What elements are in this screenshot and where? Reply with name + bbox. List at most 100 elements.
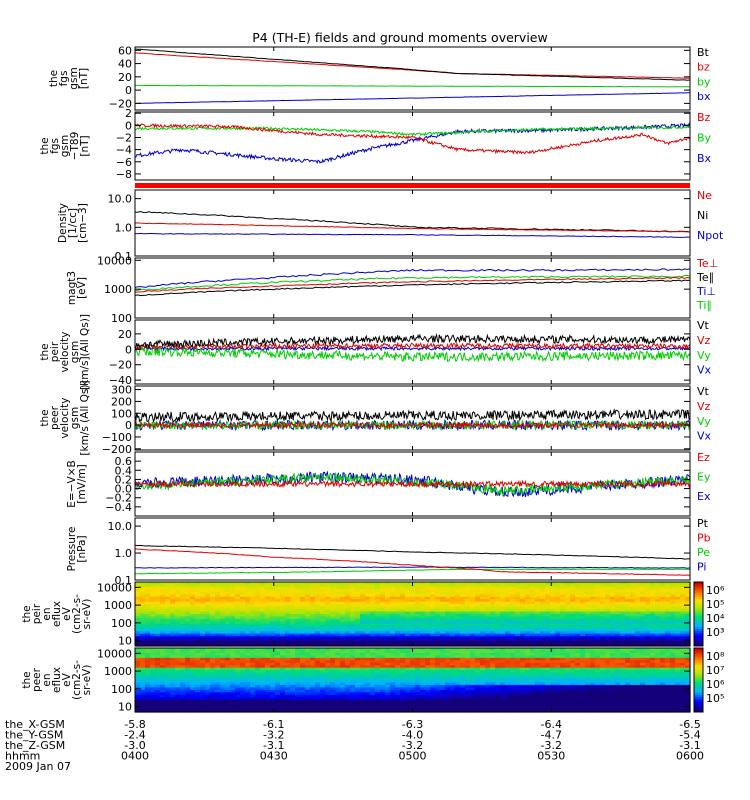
spectrogram-cell xyxy=(285,586,291,590)
spectrogram-cell xyxy=(330,660,336,664)
spectrogram-cell xyxy=(175,623,181,627)
spectrogram-cell xyxy=(455,662,461,666)
spectrogram-cell xyxy=(220,589,226,593)
spectrogram-cell xyxy=(415,667,421,671)
spectrogram-cell xyxy=(485,618,491,622)
spectrogram-cell xyxy=(320,648,326,652)
spectrogram-cell xyxy=(270,589,276,593)
spectrogram-cell xyxy=(235,662,241,666)
spectrogram-cell xyxy=(320,672,326,676)
spectrogram-cell xyxy=(570,594,576,598)
spectrogram-cell xyxy=(625,633,631,637)
spectrogram-cell xyxy=(415,618,421,622)
spectrogram-cell xyxy=(540,641,546,645)
series-line-Vz xyxy=(135,420,690,430)
spectrogram-cell xyxy=(630,618,636,622)
spectrogram-cell xyxy=(365,591,371,595)
spectrogram-cell xyxy=(670,604,676,608)
spectrogram-cell xyxy=(305,707,311,711)
spectrogram-cell xyxy=(225,657,231,661)
spectrogram-cell xyxy=(345,655,351,659)
spectrogram-cell xyxy=(310,709,316,713)
spectrogram-cell xyxy=(560,611,566,615)
spectrogram-cell xyxy=(140,609,146,613)
spectrogram-cell xyxy=(680,594,686,598)
spectrogram-cell xyxy=(285,621,291,625)
spectrogram-cell xyxy=(485,591,491,595)
spectrogram-cell xyxy=(160,599,166,603)
spectrogram-cell xyxy=(425,582,431,586)
spectrogram-cell xyxy=(335,638,341,642)
spectrogram-cell xyxy=(505,633,511,637)
spectrogram-cell xyxy=(200,599,206,603)
spectrogram-cell xyxy=(170,650,176,654)
spectrogram-cell xyxy=(375,636,381,640)
spectrogram-cell xyxy=(225,689,231,693)
colorbar-segment xyxy=(694,582,703,585)
spectrogram-cell xyxy=(160,586,166,590)
spectrogram-cell xyxy=(470,665,476,669)
spectrogram-cell xyxy=(680,643,686,647)
spectrogram-cell xyxy=(315,680,321,684)
spectrogram-cell xyxy=(430,614,436,618)
spectrogram-cell xyxy=(520,604,526,608)
spectrogram-cell xyxy=(670,582,676,586)
spectrogram-cell xyxy=(620,636,626,640)
legend-label-By: By xyxy=(697,132,712,145)
spectrogram-cell xyxy=(480,604,486,608)
spectrogram-cell xyxy=(170,709,176,713)
spectrogram-cell xyxy=(280,689,286,693)
spectrogram-cell xyxy=(215,623,221,627)
spectrogram-cell xyxy=(260,616,266,620)
spectrogram-cell xyxy=(430,699,436,703)
spectrogram-cell xyxy=(350,650,356,654)
spectrogram-cell xyxy=(490,586,496,590)
spectrogram-cell xyxy=(150,650,156,654)
spectrogram-cell xyxy=(535,626,541,630)
y-tick-label: −20 xyxy=(109,359,132,372)
spectrogram-cell xyxy=(320,697,326,701)
spectrogram-cell xyxy=(200,667,206,671)
spectrogram-cell xyxy=(170,584,176,588)
spectrogram-cell xyxy=(630,596,636,600)
spectrogram-cell xyxy=(200,684,206,688)
spectrogram-cell xyxy=(310,662,316,666)
spectrogram-cell xyxy=(260,633,266,637)
spectrogram-cell xyxy=(345,680,351,684)
spectrogram-cell xyxy=(210,707,216,711)
spectrogram-cell xyxy=(265,591,271,595)
spectrogram-cell xyxy=(460,582,466,586)
spectrogram-cell xyxy=(440,599,446,603)
spectrogram-cell xyxy=(490,591,496,595)
spectrogram-cell xyxy=(135,652,141,656)
spectrogram-cell xyxy=(185,684,191,688)
spectrogram-cell xyxy=(600,606,606,610)
spectrogram-cell xyxy=(275,633,281,637)
spectrogram-cell xyxy=(430,611,436,615)
spectrogram-cell xyxy=(515,631,521,635)
spectrogram-cell xyxy=(685,582,691,586)
spectrogram-cell xyxy=(275,604,281,608)
spectrogram-cell xyxy=(640,616,646,620)
spectrogram-cell xyxy=(630,609,636,613)
spectrogram-cell xyxy=(420,611,426,615)
spectrogram-cell xyxy=(435,594,441,598)
spectrogram-cell xyxy=(435,648,441,652)
spectrogram-cell xyxy=(265,609,271,613)
spectrogram-cell xyxy=(210,689,216,693)
colorbar-segment xyxy=(694,592,703,596)
spectrogram-cell xyxy=(395,626,401,630)
spectrogram-cell xyxy=(600,594,606,598)
series-line-Pe xyxy=(135,568,690,575)
spectrogram-cell xyxy=(240,687,246,691)
spectrogram-cell xyxy=(425,643,431,647)
spectrogram-cell xyxy=(245,591,251,595)
spectrogram-cell xyxy=(375,584,381,588)
spectrogram-cell xyxy=(410,694,416,698)
spectrogram-cell xyxy=(395,660,401,664)
spectrogram-cell xyxy=(430,638,436,642)
spectrogram-cell xyxy=(345,660,351,664)
spectrogram-cell xyxy=(155,621,161,625)
spectrogram-cell xyxy=(355,596,361,600)
spectrogram-cell xyxy=(665,621,671,625)
